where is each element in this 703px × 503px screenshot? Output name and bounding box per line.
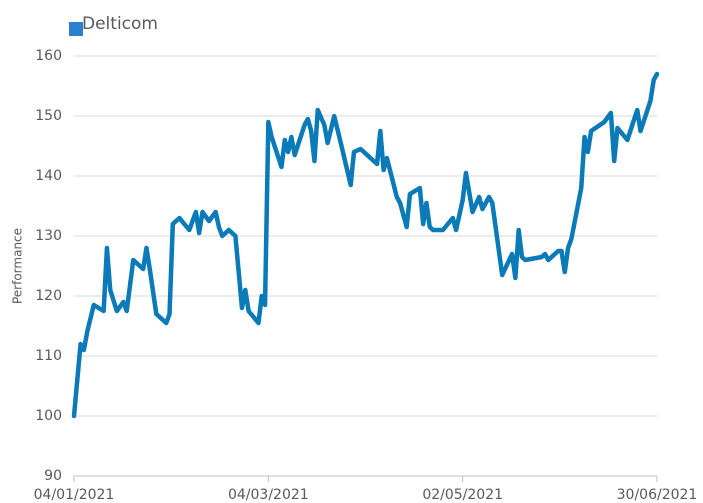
y-tick-label: 130 — [35, 228, 62, 244]
data-line — [71, 71, 660, 419]
x-tick-label: 02/05/2021 — [422, 487, 503, 503]
legend-label: Delticom — [82, 14, 158, 34]
y-tick-label: 150 — [35, 108, 62, 124]
y-tick-label: 100 — [35, 408, 62, 424]
y-axis-label: Performance — [11, 228, 25, 304]
y-tick-label: 160 — [35, 48, 62, 64]
x-tick-label: 30/06/2021 — [617, 487, 698, 503]
x-tick-label: 04/01/2021 — [34, 487, 115, 503]
legend-swatch — [69, 22, 83, 36]
y-tick-label: 140 — [35, 168, 62, 184]
x-tick-label: 04/03/2021 — [228, 487, 309, 503]
y-tick-label: 90 — [44, 468, 62, 484]
y-tick-label: 110 — [35, 348, 62, 364]
y-tick-label: 120 — [35, 288, 62, 304]
